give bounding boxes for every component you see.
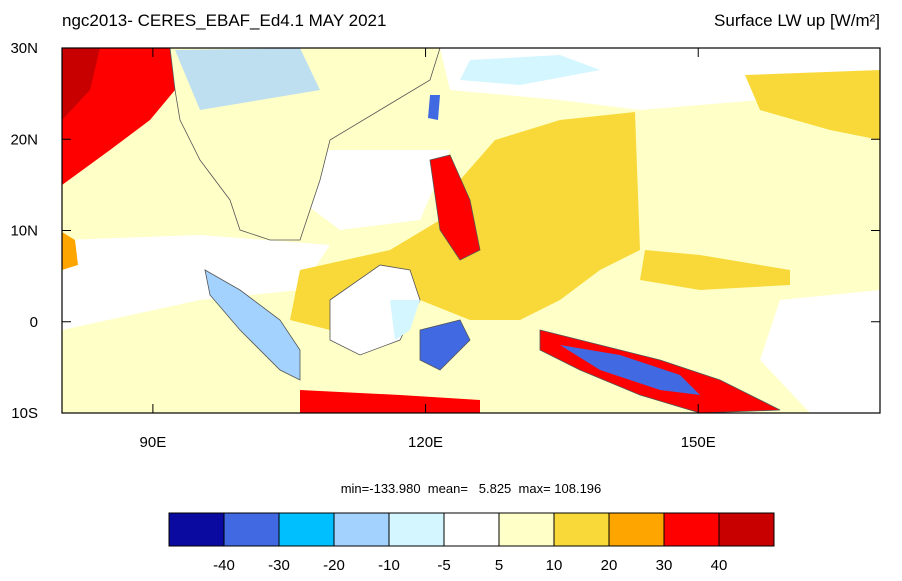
y-tick-label: 20N bbox=[10, 131, 38, 148]
white-region bbox=[62, 235, 330, 330]
colorbar-box bbox=[498, 512, 555, 547]
colorbar-box bbox=[223, 512, 280, 547]
right-title: Surface LW up [W/m²] bbox=[714, 11, 880, 30]
colorbar-box bbox=[278, 512, 335, 547]
sumatra bbox=[204, 269, 301, 381]
x-tick-label: 150E bbox=[681, 434, 716, 451]
colorbar-box bbox=[718, 512, 775, 547]
colorbar-box bbox=[333, 512, 390, 547]
colorbar-label: 5 bbox=[495, 557, 503, 574]
cool-land bbox=[390, 300, 420, 340]
philippines bbox=[429, 154, 481, 261]
x-tick-label: 120E bbox=[408, 434, 443, 451]
java bbox=[300, 390, 480, 413]
colorbar-label: 10 bbox=[546, 557, 563, 574]
hot-land bbox=[62, 48, 100, 120]
colorbar-label: 20 bbox=[601, 557, 618, 574]
colorbar-box bbox=[388, 512, 445, 547]
stats-text: min=-133.980 mean= 5.825 max= 108.196 bbox=[341, 481, 602, 496]
taiwan bbox=[428, 95, 440, 120]
colorbar-box bbox=[443, 512, 500, 547]
colorbar-box bbox=[168, 512, 225, 547]
left-title: ngc2013- CERES_EBAF_Ed4.1 MAY 2021 bbox=[62, 11, 386, 30]
colorbar-label: -10 bbox=[378, 557, 400, 574]
warm-region bbox=[745, 70, 880, 140]
x-tick-label: 90E bbox=[140, 434, 167, 451]
colorbar-label: 30 bbox=[656, 557, 673, 574]
colorbar-box bbox=[608, 512, 665, 547]
colorbar-label: -5 bbox=[437, 557, 450, 574]
y-tick-label: 10S bbox=[11, 405, 38, 422]
y-tick-label: 0 bbox=[30, 314, 38, 331]
cool-land bbox=[175, 48, 320, 110]
white-region bbox=[300, 150, 450, 230]
sri-lanka bbox=[62, 232, 78, 270]
colorbar-box bbox=[553, 512, 610, 547]
y-tick-label: 10N bbox=[10, 223, 38, 240]
colorbar-label: -40 bbox=[213, 557, 235, 574]
white-region bbox=[760, 290, 880, 413]
sulawesi bbox=[419, 319, 471, 371]
colorbar-label: 40 bbox=[711, 557, 728, 574]
pale-blue-region bbox=[460, 55, 600, 85]
y-tick-label: 30N bbox=[10, 40, 38, 57]
colorbar-box bbox=[663, 512, 720, 547]
colorbar-label: -20 bbox=[323, 557, 345, 574]
colorbar-label: -30 bbox=[268, 557, 290, 574]
warm-region bbox=[640, 250, 790, 290]
cool-land bbox=[560, 345, 700, 395]
map-field bbox=[61, 47, 881, 414]
